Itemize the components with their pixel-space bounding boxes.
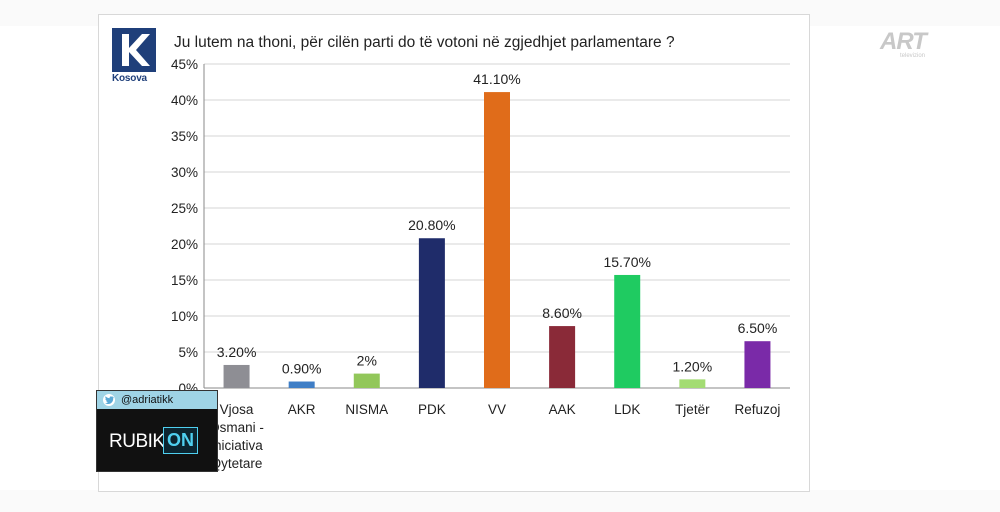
data-label: 0.90% bbox=[282, 361, 322, 377]
background-bottom bbox=[0, 490, 1000, 512]
x-tick-label: PDK bbox=[418, 402, 446, 417]
bar bbox=[288, 381, 315, 388]
art-watermark-subtext: televizion bbox=[900, 53, 926, 59]
twitter-icon bbox=[103, 394, 115, 406]
y-tick-label: 35% bbox=[171, 129, 198, 144]
y-tick-label: 10% bbox=[171, 309, 198, 324]
data-label: 41.10% bbox=[473, 71, 520, 87]
kosova-logo-text: Kosova bbox=[112, 73, 147, 84]
x-tick-label: AAK bbox=[549, 402, 576, 417]
x-tick-label: NISMA bbox=[345, 402, 388, 417]
x-tick-label: AKR bbox=[288, 402, 316, 417]
rubikon-overlay: @adriatikk RUBIK ON bbox=[96, 390, 218, 472]
bar bbox=[484, 92, 510, 388]
x-tick-label: Tjetër bbox=[675, 402, 710, 417]
data-label: 3.20% bbox=[217, 344, 257, 360]
bar bbox=[418, 238, 445, 388]
bar bbox=[223, 364, 250, 388]
art-watermark: ART bbox=[880, 28, 927, 55]
bar bbox=[744, 341, 771, 388]
chart-title: Ju lutem na thoni, për cilën parti do të… bbox=[174, 34, 675, 51]
y-tick-label: 45% bbox=[171, 57, 198, 72]
data-label: 15.70% bbox=[603, 254, 650, 270]
y-tick-label: 25% bbox=[171, 201, 198, 216]
y-tick-label: 40% bbox=[171, 93, 198, 108]
x-tick-label: Vjosa Osmani -Iniciativa Qytetare bbox=[209, 402, 264, 471]
data-label: 20.80% bbox=[408, 217, 455, 233]
data-label: 6.50% bbox=[738, 320, 778, 336]
bar bbox=[614, 274, 641, 388]
rubikon-brand: RUBIK bbox=[109, 431, 165, 452]
data-label: 2% bbox=[357, 353, 377, 369]
rubikon-brand-suffix: ON bbox=[163, 427, 198, 454]
bar bbox=[353, 373, 380, 388]
twitter-handle: @adriatikk bbox=[121, 394, 174, 406]
bar bbox=[679, 379, 706, 388]
x-tick-label: Refuzoj bbox=[735, 402, 781, 417]
twitter-handle-bar: @adriatikk bbox=[97, 391, 217, 409]
y-tick-label: 15% bbox=[171, 273, 198, 288]
x-tick-label: VV bbox=[488, 402, 506, 417]
bar bbox=[549, 326, 576, 388]
data-label: 1.20% bbox=[672, 358, 712, 374]
data-label: 8.60% bbox=[542, 305, 582, 321]
y-tick-label: 20% bbox=[171, 237, 198, 252]
x-tick-label: LDK bbox=[614, 402, 640, 417]
y-tick-label: 5% bbox=[178, 345, 198, 360]
kosova-logo-icon bbox=[112, 28, 156, 72]
y-tick-label: 30% bbox=[171, 165, 198, 180]
